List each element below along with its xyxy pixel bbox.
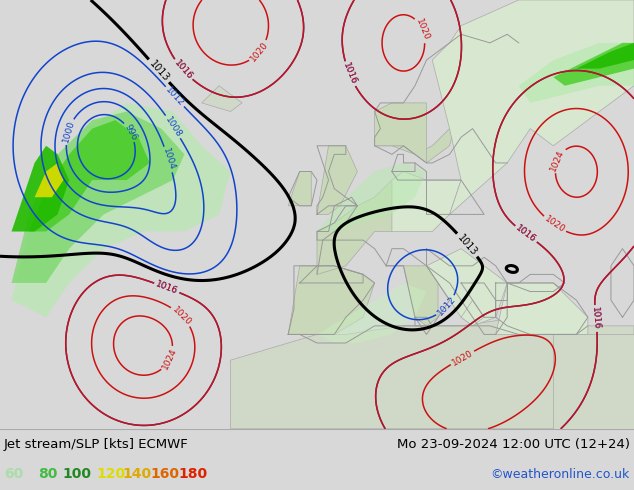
Text: 1016: 1016 [155, 279, 179, 296]
Text: 60: 60 [4, 467, 23, 481]
Text: 1016: 1016 [590, 307, 601, 330]
Text: 160: 160 [150, 467, 179, 481]
Text: 1013: 1013 [147, 58, 171, 83]
Text: 1008: 1008 [163, 115, 183, 139]
Text: 1012: 1012 [436, 295, 458, 318]
Text: 1016: 1016 [155, 279, 179, 296]
Text: 1024: 1024 [549, 148, 566, 172]
Text: ©weatheronline.co.uk: ©weatheronline.co.uk [491, 467, 630, 481]
Text: 1016: 1016 [590, 307, 601, 330]
Text: Jet stream/SLP [kts] ECMWF: Jet stream/SLP [kts] ECMWF [4, 438, 189, 451]
Polygon shape [11, 111, 184, 283]
Polygon shape [11, 146, 69, 232]
Text: 1020: 1020 [249, 40, 270, 63]
Text: 1012: 1012 [164, 85, 186, 108]
Text: 1020: 1020 [450, 348, 474, 368]
Text: 1016: 1016 [514, 223, 538, 245]
Polygon shape [386, 266, 438, 326]
Text: 140: 140 [122, 467, 151, 481]
Polygon shape [231, 318, 634, 429]
Text: 1016: 1016 [514, 223, 538, 245]
Polygon shape [29, 120, 150, 232]
Text: 100: 100 [62, 467, 91, 481]
Polygon shape [519, 43, 634, 103]
Text: 1000: 1000 [61, 119, 76, 144]
Text: 80: 80 [38, 467, 57, 481]
Polygon shape [432, 0, 634, 215]
Text: 120: 120 [96, 467, 125, 481]
Text: 1020: 1020 [543, 215, 566, 235]
Text: 1016: 1016 [172, 58, 194, 81]
Polygon shape [375, 103, 427, 163]
Text: 1020: 1020 [171, 305, 193, 327]
Polygon shape [392, 172, 461, 232]
Polygon shape [317, 163, 427, 232]
Text: 1013: 1013 [455, 232, 479, 258]
Polygon shape [317, 146, 358, 215]
Polygon shape [11, 103, 231, 318]
Polygon shape [576, 43, 634, 69]
Polygon shape [317, 283, 427, 343]
Polygon shape [375, 34, 519, 163]
Polygon shape [553, 334, 634, 429]
Text: 1024: 1024 [160, 347, 179, 371]
Text: 180: 180 [178, 467, 207, 481]
Text: 1020: 1020 [414, 18, 430, 42]
Polygon shape [427, 249, 507, 326]
Polygon shape [288, 266, 375, 334]
Polygon shape [35, 163, 63, 197]
Polygon shape [461, 300, 484, 326]
Text: 1016: 1016 [341, 62, 358, 86]
Text: 1016: 1016 [341, 62, 358, 86]
Polygon shape [317, 180, 403, 274]
Text: 996: 996 [122, 122, 138, 142]
Text: 1004: 1004 [160, 147, 176, 172]
Polygon shape [202, 86, 242, 111]
Polygon shape [288, 172, 311, 206]
Polygon shape [553, 43, 634, 86]
Text: 1016: 1016 [172, 58, 194, 81]
Polygon shape [496, 283, 588, 334]
Text: Mo 23-09-2024 12:00 UTC (12+24): Mo 23-09-2024 12:00 UTC (12+24) [397, 438, 630, 451]
